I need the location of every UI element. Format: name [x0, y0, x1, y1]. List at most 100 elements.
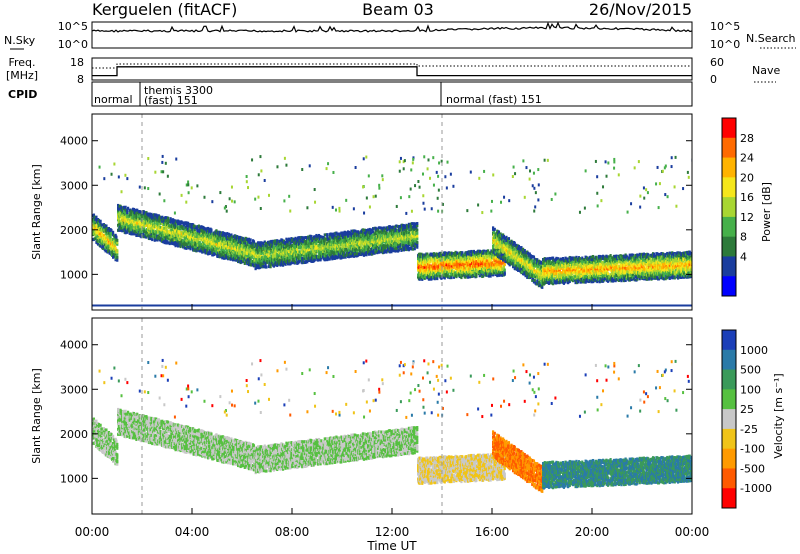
power-cell	[155, 231, 158, 235]
power-cell	[147, 214, 151, 218]
power-cell	[366, 243, 369, 247]
power-cell	[270, 262, 273, 266]
power-cell	[224, 250, 227, 254]
power-cell	[420, 252, 423, 256]
power-cell	[104, 240, 107, 244]
power-cell	[369, 228, 372, 232]
power-cell	[365, 248, 368, 252]
power-cell	[346, 232, 349, 236]
power-cell	[199, 249, 202, 253]
power-cell	[299, 258, 302, 262]
power-cell	[294, 249, 297, 253]
power-cell	[333, 256, 336, 260]
power-cell	[326, 258, 329, 262]
power-cell	[172, 231, 176, 235]
power-cell	[290, 237, 293, 241]
power-cell	[361, 237, 364, 241]
power-cell	[266, 252, 269, 256]
power-cell	[398, 230, 401, 234]
power-cell	[269, 265, 272, 269]
power-cell	[107, 249, 111, 253]
power-cell	[106, 227, 109, 231]
power-cell	[178, 220, 181, 224]
power-cell	[207, 237, 211, 241]
power-cell	[280, 241, 283, 245]
power-cell	[218, 238, 221, 242]
power-cell	[167, 226, 171, 230]
power-cell	[137, 215, 140, 219]
power-cell	[118, 222, 121, 226]
power-cell	[159, 225, 162, 229]
power-cell	[354, 229, 357, 233]
power-cell	[367, 228, 370, 232]
power-cell	[170, 225, 173, 229]
power-cell	[244, 239, 247, 243]
power-cell	[220, 242, 223, 246]
power-cell	[258, 243, 261, 247]
power-cell	[330, 253, 333, 257]
power-cell	[275, 249, 278, 253]
power-cell	[298, 250, 301, 254]
power-cell	[97, 234, 100, 238]
power-cell	[168, 233, 171, 237]
power-cell	[152, 229, 155, 233]
power-cell	[347, 251, 351, 255]
power-cell	[318, 234, 321, 238]
power-cell	[150, 214, 153, 218]
power-cell	[112, 248, 116, 252]
power-cell	[124, 205, 127, 209]
power-cell	[292, 260, 295, 264]
power-cell	[165, 227, 168, 231]
power-cell	[398, 241, 401, 245]
power-cell	[217, 249, 221, 253]
power-cell	[267, 254, 271, 258]
power-cell	[356, 238, 359, 242]
power-cell	[281, 257, 284, 261]
power-cell	[117, 203, 120, 207]
power-cell	[406, 226, 409, 230]
power-cell	[109, 240, 112, 244]
nsky-tick-bottom: 10^0	[58, 38, 88, 51]
power-cell	[161, 215, 164, 219]
power-cell	[380, 226, 383, 230]
power-cell	[129, 211, 132, 215]
power-cell	[178, 240, 181, 244]
power-cell	[178, 230, 181, 234]
power-cell	[345, 247, 348, 251]
power-cell	[163, 233, 166, 237]
power-cell	[133, 232, 136, 236]
power-cell	[309, 243, 312, 247]
power-cell	[342, 239, 345, 243]
power-cell	[223, 232, 226, 236]
power-cell	[140, 230, 143, 234]
power-cell	[135, 213, 138, 217]
power-cell	[137, 218, 141, 222]
power-cell	[381, 242, 384, 246]
power-cell	[503, 268, 506, 272]
power-cell	[264, 261, 267, 265]
nave-tick-top: 60	[710, 56, 724, 69]
power-cell	[160, 236, 163, 240]
power-cell	[139, 210, 142, 214]
power-cell	[198, 230, 201, 234]
power-cell	[177, 244, 180, 248]
power-cell	[166, 239, 169, 243]
power-cell	[250, 244, 253, 248]
power-cell	[187, 235, 190, 239]
power-cell	[283, 253, 286, 257]
power-cell	[503, 263, 506, 267]
power-cell	[359, 243, 362, 247]
power-cell	[326, 233, 329, 237]
freq-tick-bottom: 8	[77, 73, 84, 86]
power-cell	[154, 224, 157, 228]
power-cell	[272, 250, 275, 254]
power-cell	[315, 240, 318, 244]
power-cell	[288, 258, 291, 262]
power-cell	[390, 250, 393, 254]
power-cell	[95, 215, 98, 219]
power-cell	[223, 256, 226, 260]
power-cell	[364, 234, 367, 238]
power-cell	[242, 251, 246, 255]
power-cell	[115, 235, 118, 239]
power-cell	[323, 239, 326, 243]
